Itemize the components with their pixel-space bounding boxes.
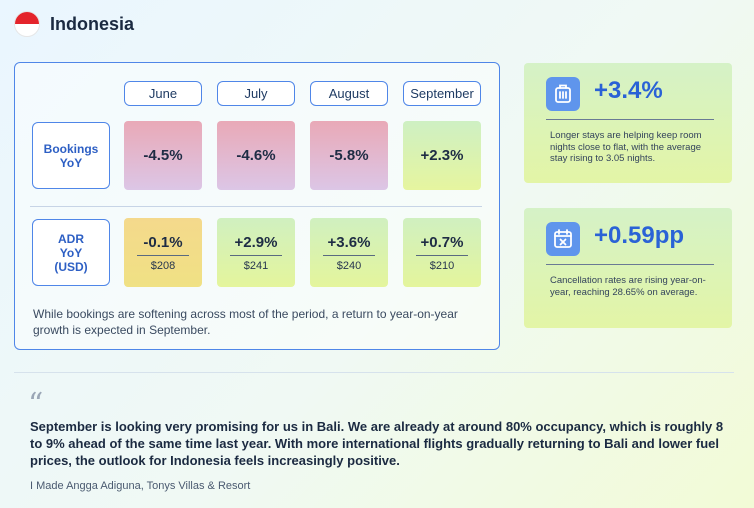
data-label: -5.8% xyxy=(329,147,369,164)
quote-mark-icon: “ xyxy=(28,387,44,422)
stat-description: Cancellation rates are rising year-on-ye… xyxy=(550,275,706,298)
data-label: -0.1% xyxy=(143,233,183,251)
adr-cell-june: -0.1% $208 xyxy=(124,218,202,287)
adr-value: $241 xyxy=(230,254,282,272)
adr-cell-july: +2.9% $241 xyxy=(217,218,295,287)
data-label: +2.3% xyxy=(420,147,464,164)
luggage-icon xyxy=(546,77,580,111)
data-label: -4.6% xyxy=(236,147,276,164)
adr-value: $210 xyxy=(416,254,468,272)
row-label-bookings: Bookings YoY xyxy=(32,122,110,189)
stat-card-length-of-stay: +3.4% Longer stays are helping keep room… xyxy=(524,63,732,183)
stat-divider xyxy=(546,264,714,265)
row-label-line: Bookings xyxy=(43,141,99,156)
stat-value: +0.59pp xyxy=(594,222,685,249)
quote-divider xyxy=(14,372,734,373)
data-label: +0.7% xyxy=(420,233,464,251)
quote-text: September is looking very promising for … xyxy=(30,419,724,468)
quote-attribution: I Made Angga Adiguna, Tonys Villas & Res… xyxy=(30,480,251,492)
indonesia-flag-icon xyxy=(14,11,40,37)
adr-cell-september: +0.7% $210 xyxy=(403,218,481,287)
data-label: +3.6% xyxy=(327,233,371,251)
row-label-line: (USD) xyxy=(54,259,88,274)
bookings-cell-september: +2.3% xyxy=(403,121,481,190)
row-label-line: YoY xyxy=(59,155,83,170)
stat-card-cancellations: +0.59pp Cancellation rates are rising ye… xyxy=(524,208,732,328)
adr-value: $240 xyxy=(323,254,375,272)
data-label: -4.5% xyxy=(143,147,183,164)
row-label-line: YoY xyxy=(59,245,83,260)
row-label-line: ADR xyxy=(58,231,84,246)
page-header: Indonesia xyxy=(14,10,134,38)
row-label-adr: ADR YoY (USD) xyxy=(32,219,110,286)
stat-divider xyxy=(546,119,714,120)
adr-cell-august: +3.6% $240 xyxy=(310,218,388,287)
bookings-cell-june: -4.5% xyxy=(124,121,202,190)
page-title: Indonesia xyxy=(50,13,135,34)
calendar-cancel-icon xyxy=(546,222,580,256)
row-divider xyxy=(30,206,482,207)
data-label: +2.9% xyxy=(234,233,278,251)
column-header-june: June xyxy=(124,81,202,106)
stat-description: Longer stays are helping keep room night… xyxy=(550,130,702,164)
column-header-september: September xyxy=(403,81,481,106)
column-header-august: August xyxy=(310,81,388,106)
metrics-note: While bookings are softening across most… xyxy=(33,307,458,337)
adr-value: $208 xyxy=(137,254,189,272)
bookings-cell-july: -4.6% xyxy=(217,121,295,190)
stat-value: +3.4% xyxy=(594,77,663,104)
bookings-cell-august: -5.8% xyxy=(310,121,388,190)
column-header-july: July xyxy=(217,81,295,106)
